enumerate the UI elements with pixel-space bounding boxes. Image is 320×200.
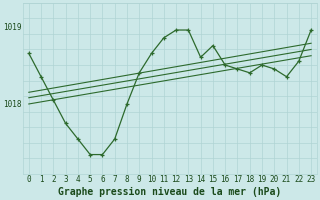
X-axis label: Graphe pression niveau de la mer (hPa): Graphe pression niveau de la mer (hPa) [58,187,282,197]
